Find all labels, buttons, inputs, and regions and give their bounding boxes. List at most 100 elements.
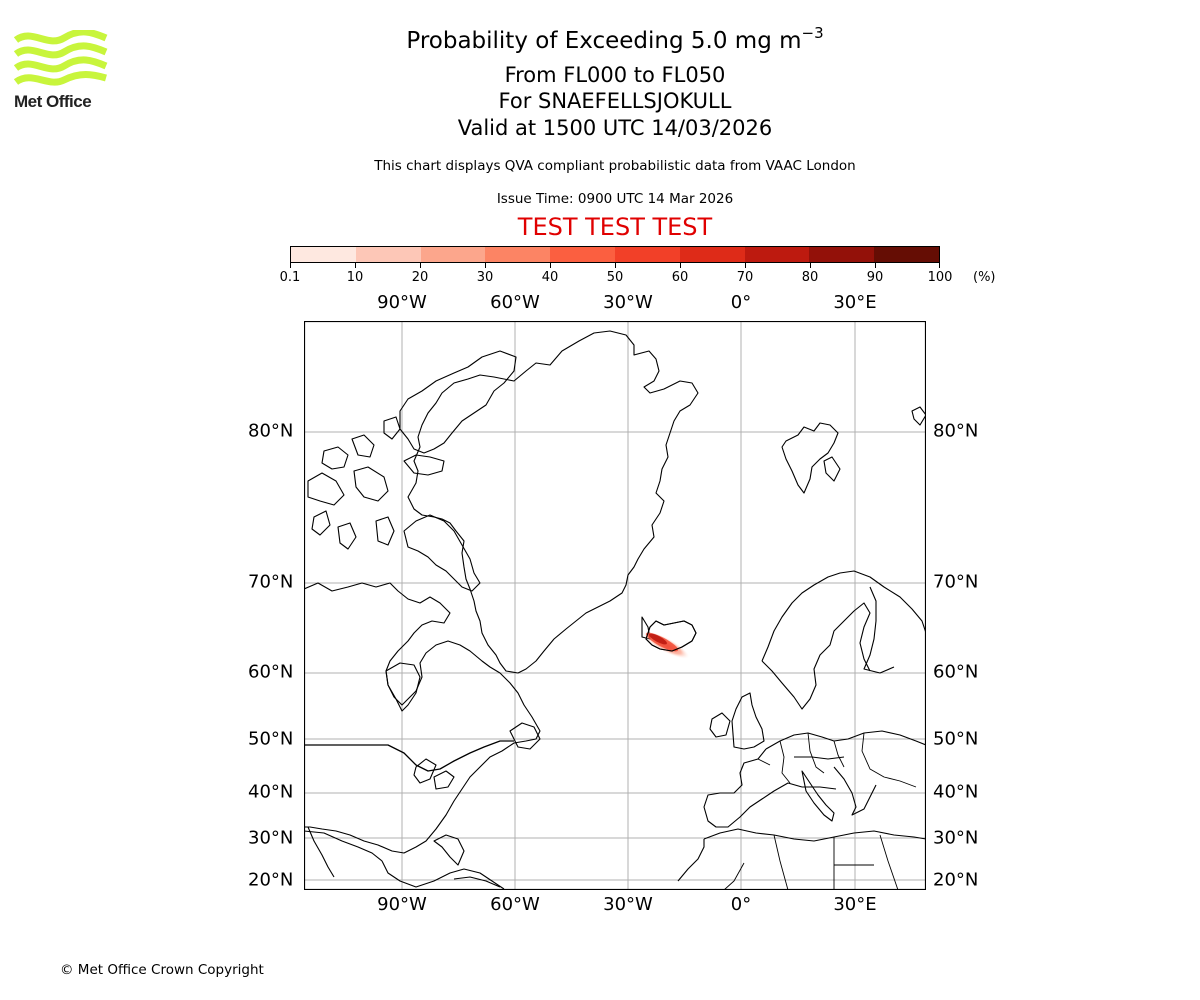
colorbar-tick-label: 60 xyxy=(671,270,689,285)
lon-label-bottom-90w: 90°W xyxy=(377,894,427,915)
norway-sweden xyxy=(761,602,871,710)
lon-label-top-0: 0° xyxy=(730,292,752,313)
devon-island xyxy=(403,454,445,476)
svalbard xyxy=(781,422,839,494)
colorbar-tick-label: 0.1 xyxy=(279,270,301,285)
colorbar-tick xyxy=(745,263,746,268)
balkans-greece xyxy=(833,766,877,816)
north-atlantic-map xyxy=(303,320,927,891)
colorbar-tick xyxy=(875,263,876,268)
ellesmere-island xyxy=(399,350,517,454)
north-america-coast xyxy=(304,582,541,854)
florida xyxy=(433,834,465,866)
colorbar-bin xyxy=(485,247,551,262)
colorbar-tick-label: 20 xyxy=(411,270,429,285)
chart-title: Probability of Exceeding 5.0 mg m−3 xyxy=(0,24,1200,54)
lat-label-right-50n: 50°N xyxy=(933,728,979,750)
colorbar-tick xyxy=(355,263,356,268)
lat-label-left-50n: 50°N xyxy=(248,728,294,750)
colorbar-tick xyxy=(420,263,421,268)
colorbar-bin xyxy=(550,247,615,262)
colorbar-bin xyxy=(355,247,421,262)
lat-label-right-80n: 80°N xyxy=(933,420,979,442)
colorbar-tick-label: 10 xyxy=(346,270,364,285)
colorbar-tick xyxy=(550,263,551,268)
colorbar-bin xyxy=(291,247,356,262)
colorbar-bin xyxy=(614,247,680,262)
lat-label-left-80n: 80°N xyxy=(248,420,294,442)
flight-level-range: From FL000 to FL050 xyxy=(504,63,726,87)
greenland-coast xyxy=(407,330,699,674)
lon-label-top-90w: 90°W xyxy=(377,292,427,313)
lat-label-right-60n: 60°N xyxy=(933,661,979,683)
france-iberia xyxy=(703,748,803,828)
colorbar-bin xyxy=(809,247,875,262)
probability-colorbar xyxy=(290,246,940,263)
us-canada-border xyxy=(304,740,514,772)
lat-label-right-40n: 40°N xyxy=(933,781,979,803)
lat-label-right-20n: 20°N xyxy=(933,869,979,891)
lat-label-right-70n: 70°N xyxy=(933,571,979,593)
lat-label-left-60n: 60°N xyxy=(248,661,294,683)
hudson-bay xyxy=(385,662,421,712)
lat-label-left-40n: 40°N xyxy=(248,781,294,803)
lat-label-right-30n: 30°N xyxy=(933,827,979,849)
lon-label-top-30w: 30°W xyxy=(603,292,653,313)
valid-time: Valid at 1500 UTC 14/03/2026 xyxy=(457,116,773,140)
colorbar-tick xyxy=(290,263,291,268)
colorbar-bin xyxy=(744,247,810,262)
africa-west xyxy=(677,839,705,882)
colorbar-bin xyxy=(679,247,745,262)
lat-label-left-30n: 30°N xyxy=(248,827,294,849)
chart-description: This chart displays QVA compliant probab… xyxy=(374,158,856,174)
colorbar-tick xyxy=(680,263,681,268)
met-office-logo: Met Office xyxy=(13,28,109,112)
colorbar-tick-label: 80 xyxy=(801,270,819,285)
colorbar-unit: (%) xyxy=(973,270,996,285)
ireland xyxy=(709,712,731,738)
lon-label-bottom-30e: 30°E xyxy=(833,894,877,915)
lon-label-bottom-0: 0° xyxy=(730,894,752,915)
colorbar-tick xyxy=(810,263,811,268)
colorbar-tick-label: 40 xyxy=(541,270,559,285)
scandinavia-coast xyxy=(761,570,926,662)
colorbar-bin xyxy=(874,247,939,262)
chart-title-text: Probability of Exceeding 5.0 mg m xyxy=(406,28,802,54)
colorbar-bin xyxy=(420,247,486,262)
finland xyxy=(863,586,895,674)
colorbar-tick-label: 50 xyxy=(606,270,624,285)
mediterranean-south xyxy=(703,828,926,842)
copyright-notice: © Met Office Crown Copyright xyxy=(60,962,264,978)
colorbar-tick-label: 90 xyxy=(866,270,884,285)
issue-time: Issue Time: 0900 UTC 14 Mar 2026 xyxy=(496,191,734,207)
colorbar-tick-label: 70 xyxy=(736,270,754,285)
europe-coast xyxy=(765,730,926,750)
volcano-name: For SNAEFELLSJOKULL xyxy=(498,89,732,113)
gridlines xyxy=(304,321,926,890)
lat-label-left-20n: 20°N xyxy=(248,869,294,891)
italy xyxy=(801,770,835,822)
met-office-waves-icon xyxy=(13,28,108,86)
colorbar-tick-label: 100 xyxy=(927,270,953,285)
newfoundland xyxy=(509,722,541,750)
cuba xyxy=(453,876,501,888)
colorbar-tick-label: 30 xyxy=(476,270,494,285)
colorbar-tick xyxy=(485,263,486,268)
baffin-island xyxy=(403,514,481,592)
colorbar-tick xyxy=(615,263,616,268)
great-britain xyxy=(731,692,765,750)
gulf-coast xyxy=(304,830,505,890)
met-office-wordmark: Met Office xyxy=(14,92,92,111)
colorbar-tick xyxy=(939,263,940,268)
great-lakes xyxy=(413,758,455,790)
lon-label-top-60w: 60°W xyxy=(490,292,540,313)
lon-label-top-30e: 30°E xyxy=(833,292,877,313)
lat-label-left-70n: 70°N xyxy=(248,571,294,593)
lon-label-bottom-30w: 30°W xyxy=(603,894,653,915)
ash-probability-plume xyxy=(642,631,690,659)
lon-label-bottom-60w: 60°W xyxy=(490,894,540,915)
chart-title-exponent: −3 xyxy=(801,24,824,42)
test-banner: TEST TEST TEST xyxy=(517,213,713,241)
map-panel xyxy=(303,320,927,891)
baja-california xyxy=(307,826,335,878)
